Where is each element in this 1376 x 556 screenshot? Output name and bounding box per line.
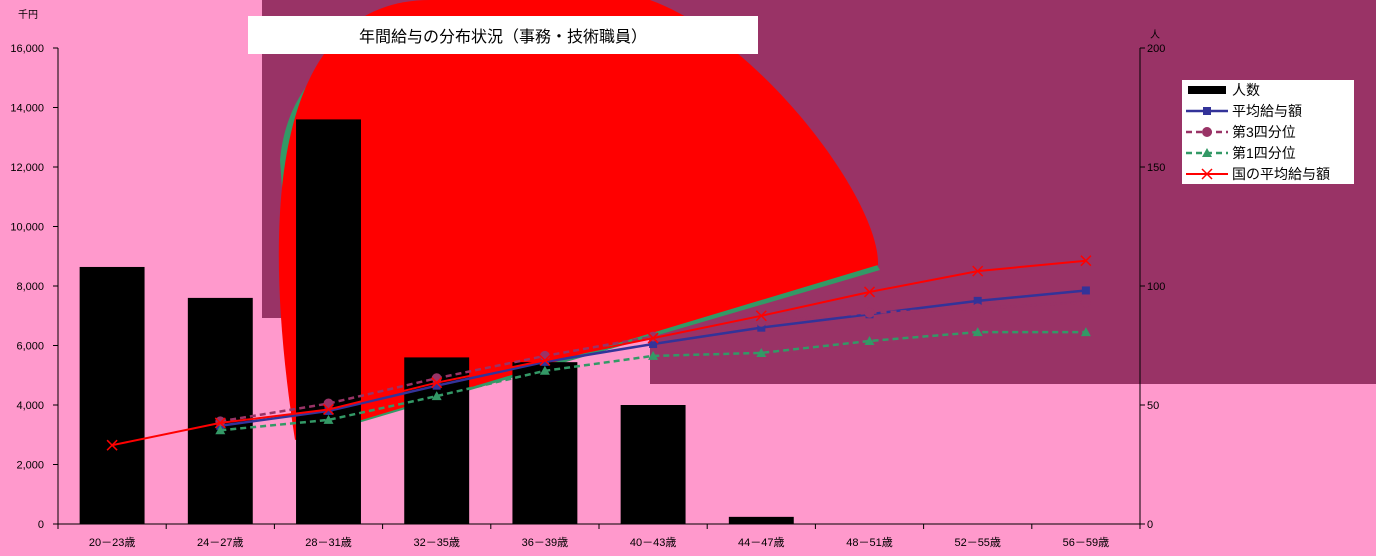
legend-label: 人数 (1232, 82, 1260, 99)
data-point (539, 365, 550, 375)
data-point (757, 323, 766, 332)
bar (620, 405, 686, 524)
chart-title-box: 年間給与の分布状況（事務・技術職員） (248, 16, 758, 54)
left-tick-label: 0 (38, 519, 44, 531)
left-tick-label: 12,000 (10, 162, 44, 174)
x-tick-label: 28－31歳 (305, 536, 351, 549)
bar (296, 119, 361, 525)
series-line (220, 330, 1086, 432)
right-tick-label: 100 (1147, 281, 1165, 293)
left-axis-unit: 千円 (18, 9, 38, 21)
left-tick-label: 10,000 (10, 222, 44, 234)
legend-label: 国の平均給与額 (1232, 165, 1330, 182)
data-point (214, 417, 226, 429)
data-point (973, 296, 982, 305)
left-tick-label: 14,000 (10, 103, 44, 115)
data-point (432, 381, 441, 390)
data-point (972, 303, 983, 314)
data-point (649, 340, 658, 349)
legend-swatch (1186, 147, 1228, 157)
legend-item: 国の平均給与額 (1182, 163, 1354, 184)
left-tick-label: 2,000 (16, 460, 44, 472)
x-tick-label: 32－35歳 (413, 536, 459, 549)
data-point (322, 403, 335, 415)
data-point (323, 414, 334, 424)
x-tick-label: 24－27歳 (197, 536, 243, 549)
data-point (972, 265, 984, 277)
x-tick-label: 20－23歳 (89, 536, 135, 549)
data-point (1080, 255, 1092, 267)
data-point (864, 336, 875, 346)
right-tick-label: 150 (1147, 162, 1165, 174)
bar (187, 297, 253, 524)
data-point (972, 327, 983, 337)
right-tick-label: 0 (1147, 519, 1153, 531)
bar (728, 516, 794, 524)
data-point (1201, 168, 1213, 180)
data-point (863, 286, 876, 298)
data-point (756, 347, 767, 357)
data-point (431, 391, 442, 401)
data-point (215, 416, 226, 427)
legend-item: 平均給与額 (1182, 101, 1354, 122)
background-band (650, 318, 1376, 384)
data-point (540, 357, 549, 366)
x-tick-label: 36－39歳 (522, 536, 568, 549)
right-tick-label: 200 (1147, 43, 1165, 55)
legend-label: 第3四分位 (1232, 123, 1296, 140)
data-point (1202, 126, 1212, 137)
bar (512, 362, 578, 524)
x-tick-label: 52－55歳 (954, 536, 1000, 549)
right-tick-label: 50 (1147, 400, 1159, 412)
x-tick-label: 48－51歳 (846, 536, 892, 549)
x-tick-label: 56－59歳 (1063, 536, 1109, 549)
data-point (1203, 107, 1211, 116)
left-tick-label: 6,000 (16, 341, 44, 353)
legend-label: 第1四分位 (1232, 144, 1296, 161)
background-artifact (278, 0, 879, 440)
x-tick-label: 44－47歳 (738, 536, 784, 549)
left-tick-label: 4,000 (16, 400, 44, 412)
legend-swatch (1186, 126, 1228, 137)
right-axis-unit: 人 (1150, 29, 1160, 41)
legend-swatch-bar (1188, 86, 1226, 95)
legend-item: 第1四分位 (1182, 142, 1354, 163)
data-point (1080, 297, 1091, 308)
x-tick-label: 40－43歳 (630, 536, 676, 549)
legend-swatch (1186, 168, 1228, 180)
legend-swatch (1186, 107, 1228, 116)
series-line (111, 259, 1086, 447)
legend-item: 人数 (1182, 80, 1354, 101)
legend-label: 平均給与額 (1232, 103, 1302, 120)
data-point (755, 310, 767, 322)
data-point (1202, 147, 1212, 157)
bar (79, 266, 145, 524)
data-point (1080, 327, 1091, 337)
data-point (106, 439, 118, 451)
legend: 人数平均給与額第3四分位第1四分位国の平均給与額 (1182, 80, 1354, 184)
legend-item: 第3四分位 (1182, 122, 1354, 143)
left-tick-label: 8,000 (16, 281, 44, 293)
data-point (647, 332, 659, 344)
legend-swatch (1188, 86, 1226, 95)
data-point (431, 377, 443, 389)
data-point (648, 350, 659, 360)
data-point (324, 406, 333, 415)
data-point (539, 354, 551, 366)
data-point (215, 425, 226, 435)
left-tick-label: 16,000 (10, 43, 44, 55)
data-point (864, 307, 875, 318)
data-point (1081, 286, 1090, 295)
chart-title: 年間給与の分布状況（事務・技術職員） (358, 29, 647, 46)
